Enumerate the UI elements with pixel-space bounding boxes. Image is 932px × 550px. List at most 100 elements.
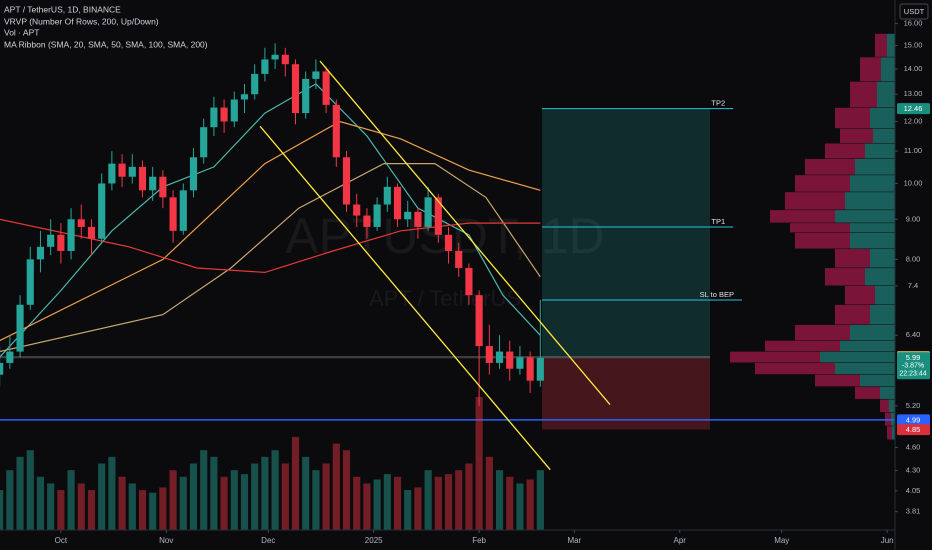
y-tick-label: 7.4 [908,281,918,290]
profile-up [860,374,895,387]
profile-down [885,412,891,426]
candle-body [159,176,167,198]
volume-bar [108,456,116,530]
volume-bar [485,456,493,530]
volume-bar [36,476,45,530]
profile-down [755,362,835,375]
currency-label[interactable]: USDT [904,7,925,16]
volume-bar [455,470,463,530]
candle-body [87,226,96,239]
candle-body [149,176,157,191]
candle-body [26,259,34,305]
y-tick-label: 14.00 [904,64,923,73]
volume-bar [6,470,14,530]
profile-up [850,324,895,341]
candle-body [16,304,24,352]
profile-down [875,33,887,57]
legend-indicator: Vol · APT [4,27,39,37]
candle-body [0,362,4,375]
candle-body [526,357,534,381]
candle-body [465,267,473,296]
y-tick-label: 16.00 [904,19,923,28]
profile-down [840,128,873,143]
stop-badge [897,424,930,436]
volume-bar [434,476,442,530]
target-badge-label: 12.46 [904,104,923,113]
moving-average [0,163,541,353]
volume-bar [404,490,412,530]
legend-indicator: MA Ribbon (SMA, 20, SMA, 50, SMA, 100, S… [4,39,208,49]
y-tick-label: 4.05 [906,486,921,495]
profile-down [805,158,855,175]
price-badge [897,352,930,380]
candle-body [240,94,249,100]
candle-body [57,234,65,251]
volume-bar [189,463,198,530]
level-label: SL to BEP [700,290,734,299]
candle-body [383,186,391,205]
volume-bar [118,476,126,530]
candle-body [434,197,442,235]
volume-bar [240,474,249,530]
profile-up [870,249,895,268]
volume-bar [67,470,75,530]
volume-bar [383,474,391,530]
y-tick-label: 5.20 [906,401,921,410]
profile-down [850,81,877,108]
stop-badge-label: 4.85 [906,425,921,434]
volume-bar [0,490,4,530]
profile-down [730,351,820,363]
profile-down [825,268,865,286]
volume-bar [291,436,300,530]
volume-bar [424,470,432,530]
candle-body [404,211,412,220]
volume-bar [16,456,24,530]
candle-body [455,250,463,268]
y-tick-label: 15.00 [904,41,923,50]
profile-down [835,107,870,129]
x-tick-label: Dec [261,536,275,545]
profile-down [770,210,835,223]
volume-bar [47,483,55,530]
volume-bar [138,490,147,530]
price-badge-label: 5.99 [906,353,921,362]
candle-body [47,234,55,247]
volume-bar [393,476,402,530]
candle-body [353,204,361,216]
volume-bar [536,470,544,530]
candle-body [495,351,504,363]
profile-up [870,107,895,129]
profile-down [887,426,892,440]
y-tick-label: 8.00 [906,254,921,263]
candle-body [189,157,198,191]
candle-body [67,219,75,251]
volume-bar [353,476,361,530]
profile-down [835,249,870,268]
candle-body [210,107,218,128]
profile-down [795,324,850,341]
profile-down [795,175,850,192]
candle-body [424,197,432,227]
profile-up [835,210,895,223]
trend-channel [319,60,611,406]
candle-body [342,157,351,205]
y-tick-label: 12.00 [904,116,923,125]
candle-body [506,351,514,369]
candle-body [291,64,300,114]
profile-up [887,33,895,57]
level-label: TP2 [711,99,725,108]
support-badge-label: 4.99 [906,415,921,424]
profile-up [892,426,895,440]
candle-body [169,197,177,231]
support-badge [897,414,930,426]
currency-button[interactable] [899,3,929,20]
y-tick-label: 11.00 [904,146,922,155]
volume-bar [179,476,187,530]
volume-bar [149,492,157,530]
profile-down [825,143,865,159]
volume-bar [363,483,371,530]
candle-body [516,357,524,369]
profile-up [870,304,895,325]
profile-up [850,175,895,192]
